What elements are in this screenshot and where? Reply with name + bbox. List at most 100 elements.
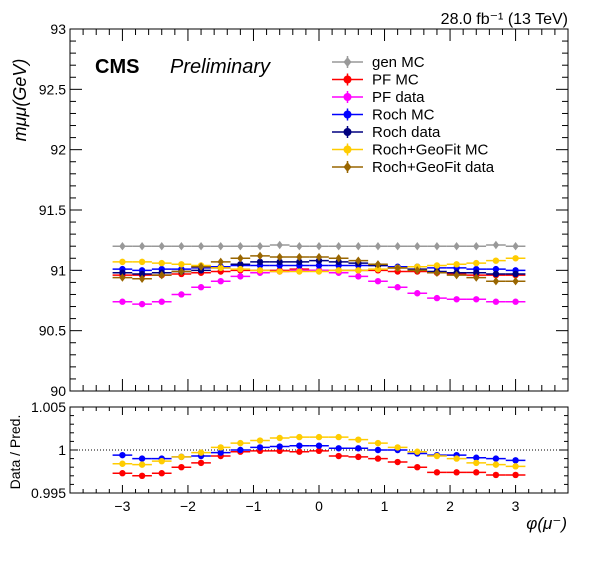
data-point	[453, 242, 460, 251]
data-point	[158, 470, 165, 477]
data-point	[473, 459, 480, 467]
data-point	[433, 242, 441, 251]
y-tick-label: 91.5	[39, 202, 66, 218]
data-point	[335, 242, 342, 251]
data-point	[276, 443, 283, 450]
data-point	[355, 445, 362, 452]
data-point	[374, 265, 382, 273]
data-point	[276, 258, 283, 266]
main-plot-panel: 90 90.5 91 91.5 92 92.5 93	[39, 21, 569, 399]
series-2	[112, 433, 526, 470]
data-point	[315, 268, 323, 275]
data-point	[414, 464, 421, 471]
data-point	[119, 242, 126, 251]
data-point	[315, 262, 323, 269]
cms-label: CMS	[95, 56, 139, 78]
y-tick-label: 93	[50, 21, 66, 37]
data-point	[492, 265, 500, 273]
y-tick-label: 90	[50, 383, 66, 399]
data-point	[158, 259, 165, 267]
data-point	[355, 453, 362, 461]
data-point	[119, 460, 126, 467]
legend-entry: Roch+GeoFit MC	[332, 142, 488, 159]
data-point	[335, 267, 342, 274]
data-point	[178, 242, 185, 251]
data-point	[492, 257, 500, 264]
data-point	[217, 242, 224, 251]
data-point	[355, 273, 362, 280]
legend-entry: PF data	[332, 89, 425, 106]
data-point	[512, 276, 519, 286]
preliminary-label: Preliminary	[170, 56, 271, 78]
data-point	[512, 298, 519, 305]
data-point	[394, 242, 401, 251]
data-point	[237, 446, 244, 454]
data-point	[296, 242, 303, 251]
series-0	[112, 447, 526, 479]
data-point	[138, 300, 146, 308]
data-point	[394, 284, 401, 291]
data-point	[512, 242, 519, 251]
legend-marker	[343, 75, 352, 84]
data-point	[296, 448, 303, 455]
series-6	[112, 251, 526, 286]
ratio-y-axis-label: Data / Pred.	[7, 415, 23, 490]
data-point	[158, 457, 165, 465]
legend-entry: Roch+GeoFit data	[332, 159, 495, 176]
data-point	[374, 242, 382, 251]
data-point	[335, 445, 342, 452]
data-point	[374, 446, 382, 454]
data-point	[197, 242, 205, 251]
data-point	[414, 242, 421, 251]
data-point	[158, 270, 165, 280]
data-point	[492, 461, 500, 468]
data-point	[433, 452, 441, 460]
y-tick-label: 91	[50, 262, 66, 278]
data-point	[217, 277, 224, 285]
data-point	[178, 261, 185, 268]
data-point	[433, 469, 441, 476]
data-point	[276, 240, 283, 250]
y-tick-label: 92	[50, 142, 66, 158]
legend-label: Roch+GeoFit data	[372, 159, 495, 176]
data-point	[119, 470, 126, 477]
data-point	[197, 459, 205, 467]
data-point	[119, 298, 126, 305]
x-tick-label: −1	[245, 498, 261, 514]
data-point	[355, 242, 362, 251]
data-point	[473, 454, 480, 461]
data-point	[138, 274, 146, 283]
data-point	[335, 254, 342, 263]
data-point	[473, 269, 480, 276]
data-point	[453, 455, 460, 462]
data-point	[315, 447, 323, 455]
data-point	[138, 258, 146, 266]
data-point	[256, 258, 264, 266]
data-point	[178, 267, 185, 276]
data-point	[138, 455, 146, 462]
data-point	[453, 270, 460, 280]
data-point	[355, 436, 362, 443]
data-point	[315, 433, 323, 441]
data-point	[158, 298, 165, 305]
data-point	[119, 451, 126, 459]
data-point	[492, 270, 500, 278]
data-point	[256, 444, 264, 451]
legend-marker	[343, 93, 352, 101]
series-5	[112, 255, 526, 275]
data-point	[374, 455, 382, 462]
legend-label: gen MC	[372, 54, 425, 71]
lumi-label: 28.0 fb⁻¹ (13 TeV)	[441, 11, 568, 28]
data-point	[276, 268, 283, 275]
data-point	[158, 242, 165, 251]
legend-entry: Roch MC	[332, 107, 435, 124]
legend-label: PF MC	[372, 72, 419, 89]
data-point	[433, 268, 441, 277]
data-point	[512, 270, 519, 278]
legend-marker	[343, 145, 352, 154]
data-point	[276, 252, 283, 262]
series-0	[112, 240, 526, 251]
plot-frame	[69, 28, 569, 392]
data-point	[256, 242, 264, 251]
